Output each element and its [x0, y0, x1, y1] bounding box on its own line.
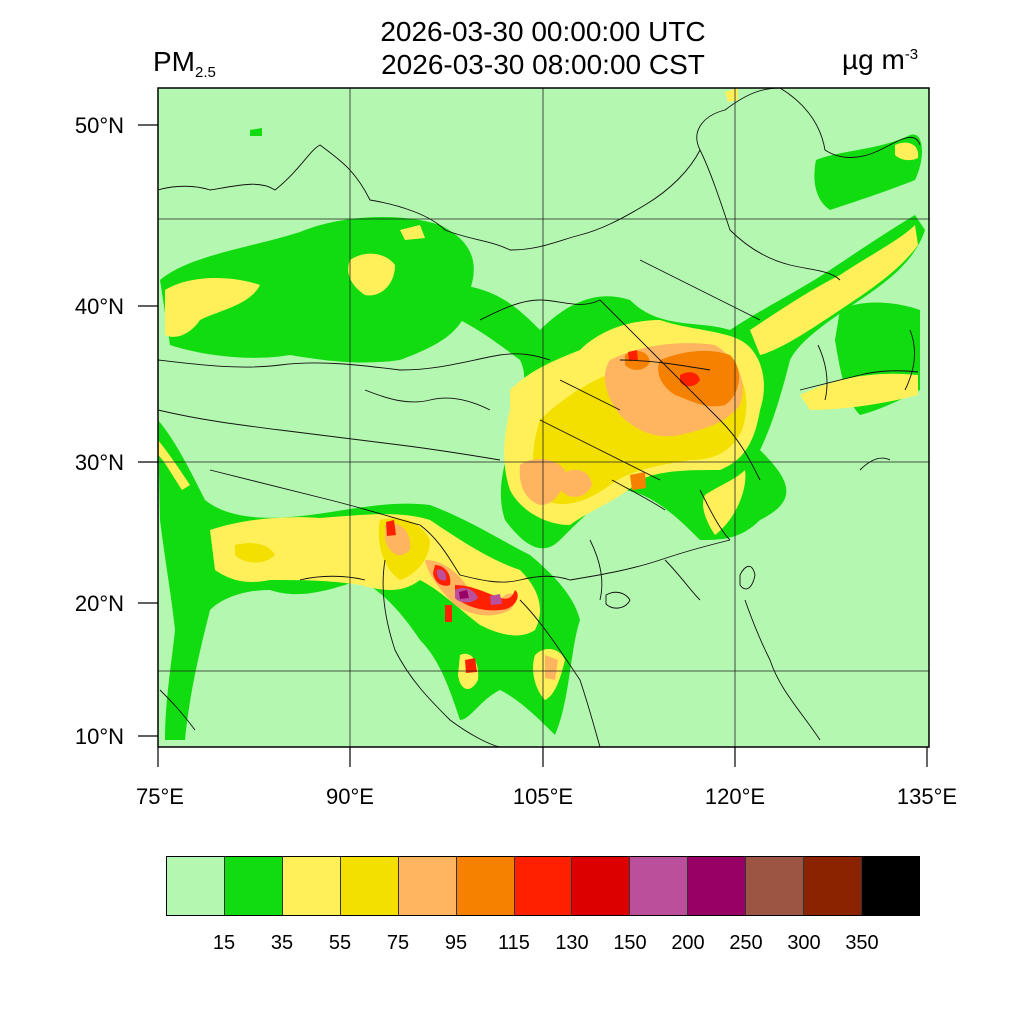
colorbar-tick-label: 35 — [270, 932, 294, 954]
colorbar — [166, 856, 920, 916]
colorbar-cell — [804, 857, 863, 915]
colorbar-tick-label: 75 — [386, 932, 410, 954]
colorbar-cell — [398, 857, 457, 915]
lat-label-50n: 50°N — [74, 113, 124, 138]
colorbar-cell — [282, 857, 341, 915]
colorbar-cell — [630, 857, 689, 915]
axis-ticks — [138, 124, 928, 767]
colorbar-cell — [746, 857, 805, 915]
graticule — [158, 88, 929, 747]
colorbar-cell — [167, 857, 225, 915]
lat-label-40n: 40°N — [74, 294, 124, 319]
colorbar-tick-label: 55 — [328, 932, 352, 954]
lon-label-90e: 90°E — [326, 784, 374, 809]
lon-label-75e: 75°E — [136, 784, 184, 809]
colorbar-tick-label: 200 — [671, 932, 705, 954]
lon-label-120e: 120°E — [704, 784, 766, 809]
colorbar-tick-label: 15 — [212, 932, 236, 954]
concentration-band-purple — [459, 590, 469, 599]
colorbar-cell — [572, 857, 631, 915]
colorbar-tick-label: 300 — [787, 932, 821, 954]
variable-name: PM — [153, 46, 195, 77]
lat-label-20n: 20°N — [74, 591, 124, 616]
lat-label-10n: 10°N — [74, 724, 124, 749]
colorbar-tick-label: 350 — [845, 932, 879, 954]
colorbar-cell — [688, 857, 747, 915]
variable-label: PM2.5 — [153, 46, 216, 81]
variable-subscript: 2.5 — [195, 64, 216, 81]
colorbar-cell — [456, 857, 515, 915]
border-lines — [158, 88, 921, 747]
lon-label-105e: 105°E — [512, 784, 574, 809]
colorbar-tick-label: 130 — [555, 932, 589, 954]
colorbar-cell — [340, 857, 399, 915]
lon-label-135e: 135°E — [896, 784, 958, 809]
unit-label: µg m-3 — [842, 44, 918, 76]
colorbar-tick-label: 150 — [613, 932, 647, 954]
colorbar-tick-label: 95 — [444, 932, 468, 954]
local-time-title: 2026-03-30 08:00:00 CST — [381, 49, 705, 80]
unit-exponent: -3 — [904, 46, 919, 63]
colorbar-cell — [224, 857, 283, 915]
map-plot-area — [158, 88, 929, 747]
utc-time-title: 2026-03-30 00:00:00 UTC — [380, 16, 706, 47]
colorbar-cell — [862, 857, 919, 915]
colorbar-tick-label: 115 — [498, 932, 530, 954]
unit-base: µg m — [842, 44, 905, 75]
colorbar-tick-label: 250 — [729, 932, 763, 954]
colorbar-cell — [514, 857, 573, 915]
lat-label-30n: 30°N — [74, 450, 124, 475]
